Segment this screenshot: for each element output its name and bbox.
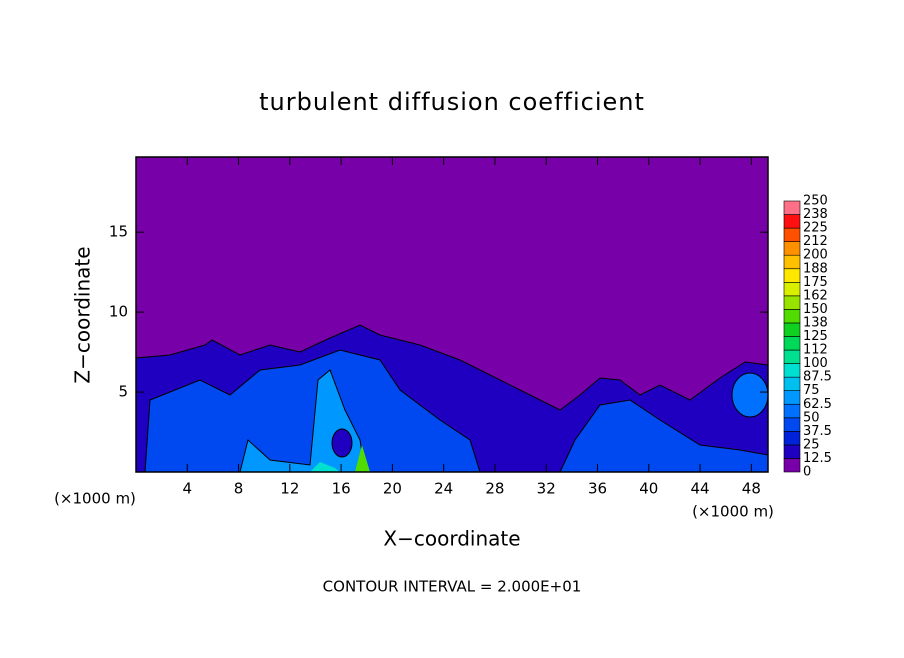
colorbar-swatch [783,336,801,351]
x-axis-label: X−coordinate [383,527,520,551]
colorbar-label: 87.5 [803,370,832,385]
field-region [310,462,340,472]
colorbar-swatch [783,444,801,459]
x-tick-label: 24 [434,480,453,498]
colorbar-swatch [783,227,801,242]
colorbar-label: 238 [803,207,828,222]
field-region [144,349,481,473]
colorbar-swatch [783,376,801,391]
field-region [355,445,370,472]
field-region [331,428,353,458]
x-unit-label: (×1000 m) [54,490,136,508]
plot-frame [135,156,769,473]
y-axis-label: Z−coordinate [71,246,95,383]
colorbar-swatch [783,281,801,297]
colorbar-swatch [783,458,801,473]
footnote: CONTOUR INTERVAL = 2.000E+01 [323,578,582,596]
colorbar-label: 188 [803,261,828,276]
colorbar-label: 162 [803,288,828,303]
colorbar-label: 37.5 [803,424,832,439]
colorbar-swatch [783,403,801,419]
colorbar-swatch [783,431,801,446]
colorbar-swatch [783,322,801,337]
colorbar-label: 138 [803,315,828,330]
colorbar-label: 175 [803,275,828,290]
colorbar-swatch [783,363,801,378]
colorbar-label: 250 [803,194,828,209]
colorbar-swatch [783,268,801,283]
colorbar-swatch [783,349,801,364]
colorbar-label: 25 [803,437,820,452]
x-tick-label: 16 [332,480,351,498]
y-tick-label: 10 [109,303,128,321]
colorbar-label: 100 [803,356,828,371]
field-region [731,372,769,418]
colorbar-label: 62.5 [803,397,832,412]
colorbar-swatch [783,417,801,432]
colorbar-swatch [783,390,801,405]
colorbar-label: 12.5 [803,451,832,466]
colorbar-swatch [783,200,801,215]
colorbar-label: 212 [803,234,828,249]
colorbar-label: 225 [803,221,828,236]
chart-title: turbulent diffusion coefficient [259,88,645,116]
colorbar-label: 0 [803,465,811,480]
x-tick-label: 48 [742,480,761,498]
x-tick-label: 20 [383,480,402,498]
x-tick-label: 40 [639,480,658,498]
plot-field [135,157,769,473]
colorbar-swatch [783,241,801,256]
x-tick-label: 8 [234,480,244,498]
x-tick-label: 36 [588,480,607,498]
colorbar-label: 200 [803,248,828,263]
colorbar-label: 75 [803,383,820,398]
x-tick-label: 4 [183,480,193,498]
y-tick-label: 5 [118,383,128,401]
x-tick-label: 12 [280,480,299,498]
colorbar-swatch [783,309,801,324]
colorbar-label: 112 [803,343,828,358]
colorbar-label: 125 [803,329,828,344]
colorbar-swatch [783,214,801,229]
x-tick-label: 32 [537,480,556,498]
colorbar-swatch [783,254,801,270]
x-tick-label: 28 [485,480,504,498]
colorbar-label: 50 [803,410,820,425]
colorbar-label: 150 [803,302,828,317]
x-unit-label: (×1000 m) [692,503,774,521]
colorbar-swatch [783,295,801,310]
y-tick-label: 15 [109,223,128,241]
x-tick-label: 44 [691,480,710,498]
